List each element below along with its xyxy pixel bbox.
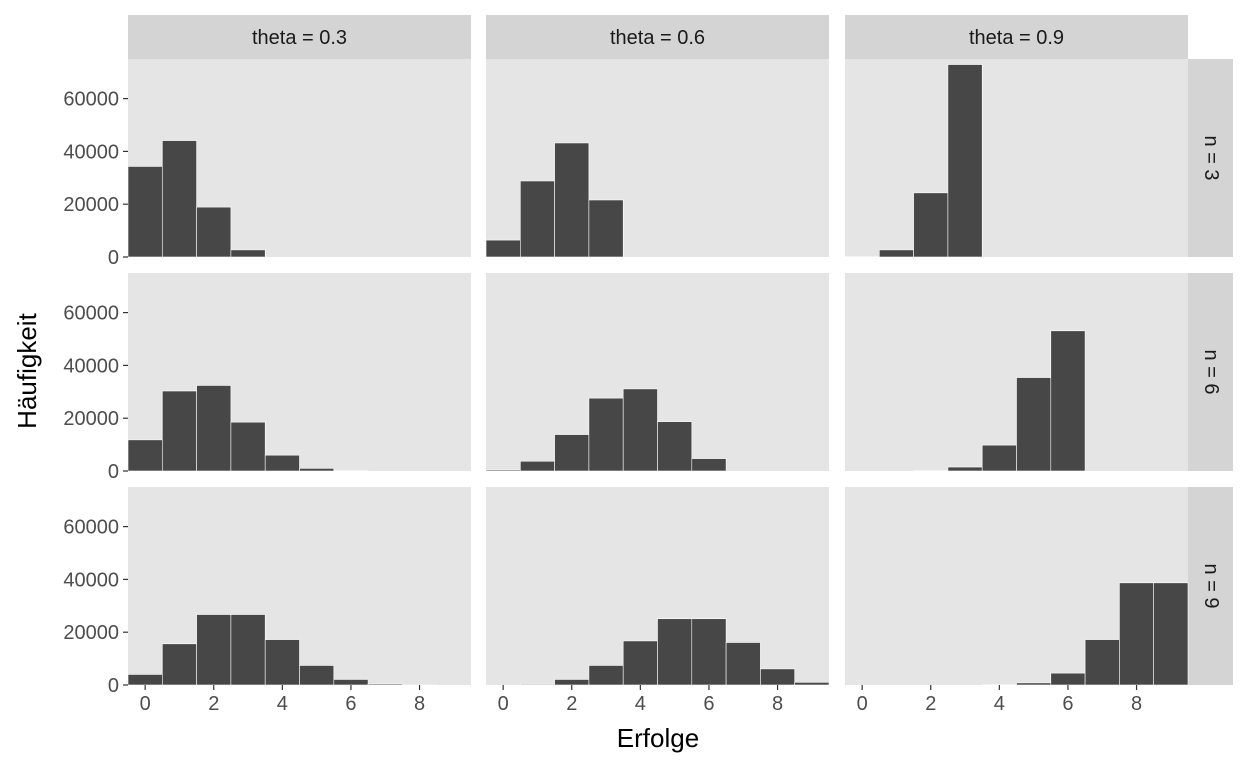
histogram-bar [127, 439, 163, 472]
histogram-bar [299, 665, 335, 686]
histogram-bar [588, 397, 624, 472]
histogram-bar [981, 444, 1017, 472]
row-strip [1188, 487, 1233, 685]
histogram-bar [1016, 377, 1052, 472]
x-tick-label: 4 [635, 693, 646, 715]
x-tick-label: 4 [994, 693, 1005, 715]
x-tick-label: 6 [703, 693, 714, 715]
y-axis-title: Häufigkeit [12, 312, 42, 428]
histogram-bar [162, 140, 197, 258]
histogram-bar [1050, 672, 1086, 686]
histogram-bar [162, 643, 197, 686]
histogram-bar [725, 642, 761, 686]
histogram-bar [230, 421, 266, 472]
row-strip-label: n = 3 [1200, 135, 1222, 180]
x-tick-label: 8 [772, 693, 783, 715]
x-tick-label: 0 [857, 693, 868, 715]
histogram-bar [622, 640, 658, 686]
row-strip [1188, 273, 1233, 471]
y-tick-label: 0 [108, 247, 119, 269]
histogram-bar [913, 192, 949, 258]
histogram-bar [1153, 582, 1189, 686]
histogram-bar [691, 458, 727, 472]
histogram-bar [264, 454, 300, 472]
histogram-bar [485, 239, 521, 258]
histogram-bar [196, 385, 232, 472]
column-strip-label: theta = 0.6 [610, 27, 705, 49]
x-tick-label: 6 [345, 693, 356, 715]
column-strip [128, 15, 471, 59]
x-tick-label: 0 [140, 693, 151, 715]
histogram-bar [196, 614, 232, 686]
histogram-bar [299, 468, 335, 472]
x-tick-label: 6 [1062, 693, 1073, 715]
histogram-bar [196, 206, 232, 258]
histogram-bar [485, 469, 521, 472]
y-tick-label: 60000 [63, 303, 119, 325]
x-tick-label: 8 [1131, 693, 1142, 715]
y-tick-label: 20000 [63, 408, 119, 430]
histogram-bar [519, 180, 555, 258]
histogram-bar [127, 166, 163, 258]
y-tick-label: 40000 [63, 355, 119, 377]
x-tick-label: 0 [498, 693, 509, 715]
row-strip [1188, 59, 1233, 257]
y-tick-label: 0 [108, 461, 119, 483]
x-tick-label: 4 [277, 693, 288, 715]
histogram-bar [1119, 582, 1155, 686]
histogram-bar [657, 618, 693, 686]
histogram-bar [264, 639, 300, 686]
histogram-bar [554, 434, 590, 472]
histogram-bar [367, 683, 403, 686]
histogram-bar [878, 249, 914, 258]
x-axis-title: Erfolge [617, 723, 699, 753]
histogram-bar [230, 614, 266, 686]
histogram-bar [947, 64, 983, 258]
histogram-bar [127, 674, 163, 686]
histogram-bar [333, 679, 369, 686]
histogram-bar [1050, 330, 1086, 472]
y-tick-label: 60000 [63, 89, 119, 111]
histogram-bar [1084, 639, 1120, 686]
histogram-bar [162, 390, 197, 472]
y-tick-label: 0 [108, 675, 119, 697]
histogram-bar [230, 249, 266, 258]
x-tick-label: 2 [925, 693, 936, 715]
histogram-bar [947, 466, 983, 472]
column-strip-label: theta = 0.9 [969, 27, 1064, 49]
y-tick-label: 40000 [63, 141, 119, 163]
histogram-bar [588, 665, 624, 686]
histogram-bar [588, 199, 624, 258]
column-strip [486, 15, 829, 59]
column-strip-label: theta = 0.3 [252, 27, 347, 49]
y-tick-label: 20000 [63, 622, 119, 644]
x-tick-label: 8 [414, 693, 425, 715]
x-tick-label: 2 [208, 693, 219, 715]
histogram-bar [657, 421, 693, 472]
panel-background [845, 59, 1188, 257]
y-tick-label: 60000 [63, 517, 119, 539]
y-tick-label: 20000 [63, 194, 119, 216]
histogram-bar [794, 682, 830, 686]
row-strip-label: n = 6 [1200, 349, 1222, 394]
row-strip-label: n = 9 [1200, 563, 1222, 608]
histogram-bar [1016, 682, 1052, 686]
histogram-bar [519, 683, 555, 686]
histogram-bar [554, 679, 590, 686]
histogram-bar [622, 388, 658, 472]
histogram-bar [760, 668, 796, 686]
y-tick-label: 40000 [63, 569, 119, 591]
histogram-bar [554, 142, 590, 258]
histogram-bar [519, 460, 555, 472]
histogram-bar [691, 618, 727, 686]
x-tick-label: 2 [566, 693, 577, 715]
column-strip [845, 15, 1188, 59]
